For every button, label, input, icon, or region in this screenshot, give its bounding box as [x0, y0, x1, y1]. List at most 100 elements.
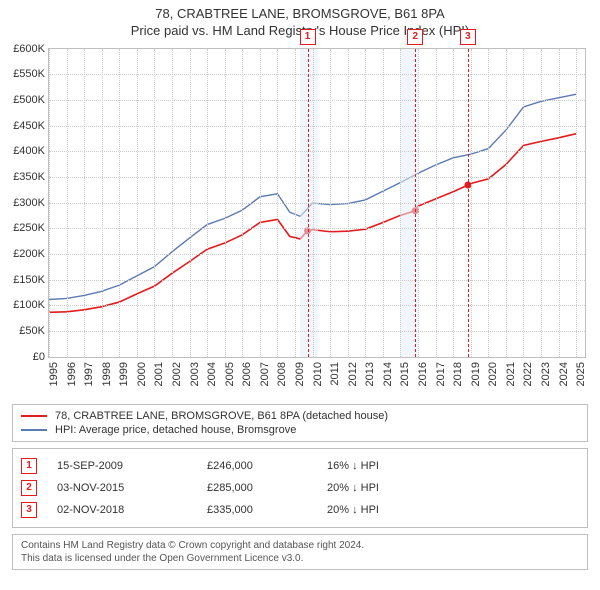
marker-line	[468, 49, 469, 357]
sales-date: 03-NOV-2015	[57, 482, 187, 494]
sales-date: 02-NOV-2018	[57, 504, 187, 516]
y-tick-label: £200K	[13, 248, 45, 260]
gridline-vertical	[190, 49, 191, 357]
marker-box: 2	[407, 29, 423, 45]
gridline-vertical	[172, 49, 173, 357]
legend-row: HPI: Average price, detached house, Brom…	[21, 423, 579, 437]
chart-container: 78, CRABTREE LANE, BROMSGROVE, B61 8PA P…	[0, 0, 600, 590]
x-tick-label: 2001	[153, 362, 165, 386]
gridline-vertical	[154, 49, 155, 357]
x-tick-label: 2019	[470, 362, 482, 386]
legend: 78, CRABTREE LANE, BROMSGROVE, B61 8PA (…	[12, 404, 588, 442]
gridline-vertical	[330, 49, 331, 357]
gridline-horizontal	[49, 74, 585, 75]
sales-diff: 20% ↓ HPI	[327, 482, 437, 494]
y-tick-label: £300K	[13, 197, 45, 209]
gridline-vertical	[207, 49, 208, 357]
y-tick-label: £550K	[13, 68, 45, 80]
gridline-vertical	[67, 49, 68, 357]
gridline-vertical	[418, 49, 419, 357]
marker-line	[308, 49, 309, 357]
gridline-vertical	[313, 49, 314, 357]
gridline-horizontal	[49, 280, 585, 281]
sales-date: 15-SEP-2009	[57, 460, 187, 472]
gridline-vertical	[260, 49, 261, 357]
gridline-vertical	[242, 49, 243, 357]
gridline-vertical	[277, 49, 278, 357]
x-tick-label: 2017	[435, 362, 447, 386]
sales-price: £335,000	[207, 504, 307, 516]
gridline-horizontal	[49, 100, 585, 101]
x-tick-label: 1996	[66, 362, 78, 386]
gridline-vertical	[225, 49, 226, 357]
y-tick-label: £150K	[13, 274, 45, 286]
gridline-horizontal	[49, 203, 585, 204]
gridline-horizontal	[49, 254, 585, 255]
x-tick-label: 1998	[101, 362, 113, 386]
marker-box: 3	[460, 29, 476, 45]
x-tick-label: 2004	[206, 362, 218, 386]
sales-row: 2 03-NOV-2015 £285,000 20% ↓ HPI	[21, 477, 579, 499]
x-tick-label: 2018	[452, 362, 464, 386]
legend-label: HPI: Average price, detached house, Brom…	[55, 424, 296, 436]
x-tick-label: 2005	[224, 362, 236, 386]
y-tick-label: £250K	[13, 222, 45, 234]
x-tick-label: 2024	[558, 362, 570, 386]
marker-box: 1	[300, 29, 316, 45]
title-line-1: 78, CRABTREE LANE, BROMSGROVE, B61 8PA	[0, 6, 600, 23]
sales-price: £285,000	[207, 482, 307, 494]
gridline-vertical	[541, 49, 542, 357]
sales-row: 115-SEP-2009£246,00016% ↓ HPI	[21, 455, 579, 477]
x-tick-label: 1997	[83, 362, 95, 386]
x-tick-label: 2022	[522, 362, 534, 386]
gridline-vertical	[102, 49, 103, 357]
gridline-vertical	[488, 49, 489, 357]
gridline-horizontal	[49, 126, 585, 127]
y-tick-label: £450K	[13, 120, 45, 132]
sales-marker: 2	[21, 480, 37, 496]
gridline-vertical	[295, 49, 296, 357]
legend-label: 78, CRABTREE LANE, BROMSGROVE, B61 8PA (…	[55, 410, 388, 422]
gridline-horizontal	[49, 331, 585, 332]
gridline-vertical	[471, 49, 472, 357]
gridline-vertical	[506, 49, 507, 357]
gridline-vertical	[348, 49, 349, 357]
legend-swatch	[21, 429, 47, 431]
x-tick-label: 2011	[329, 362, 341, 386]
x-tick-label: 2015	[399, 362, 411, 386]
gridline-vertical	[84, 49, 85, 357]
gridline-horizontal	[49, 228, 585, 229]
gridline-vertical	[119, 49, 120, 357]
x-tick-label: 2003	[189, 362, 201, 386]
y-tick-label: £0	[33, 351, 45, 363]
x-tick-label: 2009	[294, 362, 306, 386]
x-tick-label: 2007	[259, 362, 271, 386]
footer: Contains HM Land Registry data © Crown c…	[12, 534, 588, 570]
legend-swatch	[21, 415, 47, 417]
y-axis: £0£50K£100K£150K£200K£250K£300K£350K£400…	[3, 49, 49, 357]
x-tick-label: 2012	[347, 362, 359, 386]
x-tick-label: 2014	[382, 362, 394, 386]
legend-row: 78, CRABTREE LANE, BROMSGROVE, B61 8PA (…	[21, 409, 579, 423]
footer-line-2: This data is licensed under the Open Gov…	[21, 552, 579, 565]
x-tick-label: 2002	[171, 362, 183, 386]
gridline-horizontal	[49, 177, 585, 178]
y-tick-label: £400K	[13, 145, 45, 157]
y-tick-label: £500K	[13, 94, 45, 106]
x-tick-label: 2023	[540, 362, 552, 386]
gridline-vertical	[400, 49, 401, 357]
plot-area: £0£50K£100K£150K£200K£250K£300K£350K£400…	[48, 48, 586, 358]
sales-table: 115-SEP-2009£246,00016% ↓ HPI 2 03-NOV-201…	[12, 448, 588, 528]
gridline-vertical	[383, 49, 384, 357]
x-tick-label: 2016	[417, 362, 429, 386]
x-tick-label: 2025	[575, 362, 587, 386]
sales-marker: 3	[21, 502, 37, 518]
x-tick-label: 2020	[487, 362, 499, 386]
y-tick-label: £50K	[19, 325, 45, 337]
gridline-vertical	[365, 49, 366, 357]
sales-diff: 20% ↓ HPI	[327, 504, 437, 516]
gridline-vertical	[436, 49, 437, 357]
x-tick-label: 2010	[312, 362, 324, 386]
y-tick-label: £600K	[13, 43, 45, 55]
gridline-horizontal	[49, 151, 585, 152]
